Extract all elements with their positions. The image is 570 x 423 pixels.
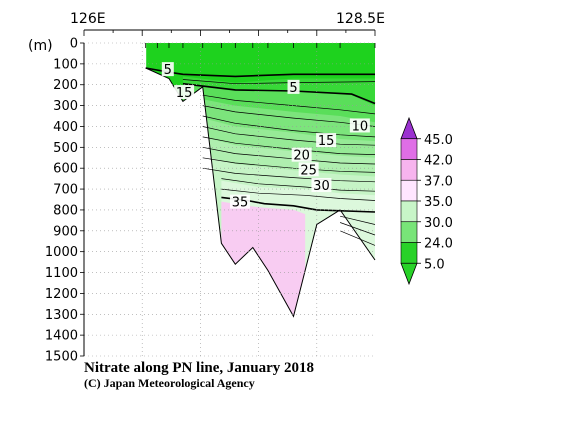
y-tick-label: 1300 xyxy=(45,308,78,323)
y-tick-label: 200 xyxy=(53,78,78,93)
contour-line xyxy=(221,188,376,201)
y-tick-label: 1200 xyxy=(45,287,78,302)
concentration-fill-layer xyxy=(84,43,375,357)
colorbar-label: 37.0 xyxy=(424,174,453,189)
colorbar-segment xyxy=(400,200,418,223)
contour-label-bg xyxy=(311,177,332,192)
below-seafloor-mask xyxy=(145,68,375,356)
left-blank-area xyxy=(84,43,147,357)
contour-label: 35 xyxy=(232,196,249,211)
colorbar-label: 35.0 xyxy=(424,195,453,210)
x-axis-left-label: 126E xyxy=(70,11,106,27)
contour-label-bg xyxy=(291,147,312,162)
contour-label-bg xyxy=(349,118,370,133)
contour-label: 15 xyxy=(318,134,335,149)
frame-layer xyxy=(83,29,376,356)
contour-label-bg xyxy=(161,62,174,77)
contour-label-bg xyxy=(287,79,300,94)
y-tick-label: 300 xyxy=(53,99,78,114)
y-tick-label: 1500 xyxy=(45,350,78,365)
colorbar-label: 42.0 xyxy=(424,154,453,169)
chart-title: Nitrate along PN line, January 2018 xyxy=(84,360,314,376)
y-tick-label: 700 xyxy=(53,183,78,198)
colorbar-bottom-arrow xyxy=(400,262,418,286)
contour-label-bg xyxy=(316,133,337,148)
contour-line xyxy=(339,230,376,246)
y-tick-label: 800 xyxy=(53,203,78,218)
y-tick-label: 500 xyxy=(53,141,78,156)
colorbar-label: 45.0 xyxy=(424,133,453,148)
y-tick-label: 600 xyxy=(53,162,78,177)
x-axis-right-label: 128.5E xyxy=(336,11,385,27)
grid-layer xyxy=(84,42,376,357)
contour-line xyxy=(202,157,376,173)
colorbar-label: 30.0 xyxy=(424,216,453,231)
contour-label: 5 xyxy=(289,81,297,96)
contour-label-bg xyxy=(174,85,195,100)
y-tick-label: 1000 xyxy=(45,245,78,260)
colorbar-segment xyxy=(400,179,418,202)
contour-label: 30 xyxy=(313,179,330,194)
contour-line xyxy=(202,126,376,146)
y-tick-label: 0 xyxy=(70,37,78,52)
y-axis-ticks: 0 100 200 300 400 500 600 700 800 900 1000 1100 1200… xyxy=(45,37,84,365)
y-axis-unit-label: (m) xyxy=(28,38,53,54)
colorbar-segment xyxy=(400,242,418,264)
y-tick-label: 1400 xyxy=(45,329,78,344)
colorbar-segment xyxy=(400,221,418,243)
contour-line xyxy=(339,222,376,236)
y-tick-label: 100 xyxy=(53,57,78,72)
colorbar-label: 24.0 xyxy=(424,237,453,252)
y-tick-label: 900 xyxy=(53,224,78,239)
contour-line xyxy=(202,115,376,138)
colorbar-top-arrow xyxy=(400,116,418,140)
contour-label-bg xyxy=(229,194,250,209)
contour-label: 20 xyxy=(293,149,310,164)
contour-line xyxy=(202,94,376,115)
colorbar-label: 5.0 xyxy=(424,257,445,272)
copyright-credit: (C) Japan Meteorological Agency xyxy=(84,376,255,390)
contour-line xyxy=(182,79,376,85)
colorbar: 45.0 42.0 37.0 35.0 30.0 24.0 5.0 xyxy=(400,116,453,286)
y-tick-label: 400 xyxy=(53,120,78,135)
contour-line xyxy=(202,167,376,183)
contour-label: 5 xyxy=(164,63,172,78)
y-tick-label: 1100 xyxy=(45,266,78,281)
colorbar-segment xyxy=(400,159,418,181)
contour-line xyxy=(221,178,376,192)
contour-label: 10 xyxy=(352,119,369,134)
colorbar-segment xyxy=(400,138,418,160)
contour-label-bg xyxy=(298,162,319,177)
contour-label: 15 xyxy=(176,86,193,101)
contour-label: 25 xyxy=(300,163,317,178)
